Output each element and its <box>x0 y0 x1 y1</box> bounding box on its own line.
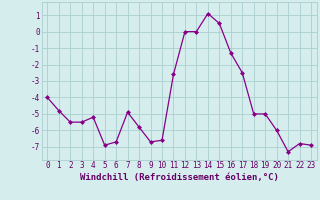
X-axis label: Windchill (Refroidissement éolien,°C): Windchill (Refroidissement éolien,°C) <box>80 173 279 182</box>
